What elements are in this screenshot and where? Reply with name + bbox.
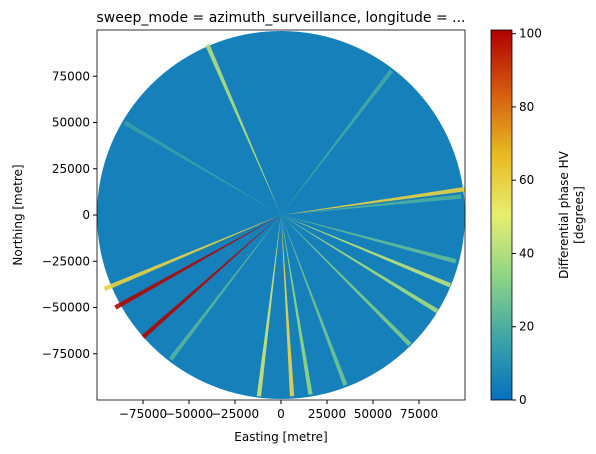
radar-ray [281, 215, 452, 288]
x-tick-label: 75000 [400, 407, 438, 421]
radar-ray [168, 215, 281, 361]
chart-title: sweep_mode = azimuth_surveillance, longi… [97, 10, 466, 26]
radar-ray [114, 215, 281, 310]
radar-ray [141, 215, 281, 339]
y-tick-label: 75000 [52, 69, 90, 83]
y-tick-label: −75000 [42, 347, 90, 361]
y-tick-label: 50000 [52, 116, 90, 130]
radar-ray [256, 215, 281, 397]
colorbar-tick-label: 0 [519, 393, 527, 407]
radar-ray [281, 215, 348, 386]
plot-area [97, 31, 465, 399]
radar-ray [281, 69, 394, 215]
radar-ray [205, 43, 281, 216]
x-tick-label: 25000 [308, 407, 346, 421]
x-tick-label: 0 [277, 407, 285, 421]
radar-ray [281, 215, 412, 347]
colorbar-label: [degrees] [572, 186, 586, 244]
radar-ray [281, 215, 457, 264]
colorbar-tick-label: 60 [519, 173, 534, 187]
y-tick-label: 25000 [52, 162, 90, 176]
x-tick-label: 50000 [354, 407, 392, 421]
y-tick-label: 0 [82, 208, 90, 222]
x-tick-label: −50000 [165, 407, 213, 421]
y-tick-label: −25000 [42, 254, 90, 268]
radar-ray [103, 215, 282, 292]
colorbar-tick-label: 100 [519, 27, 542, 41]
radar-ray [281, 186, 465, 215]
colorbar-tick-label: 40 [519, 246, 534, 260]
colorbar [490, 29, 513, 401]
radar-ray [123, 120, 281, 215]
radar-ray [281, 215, 313, 395]
colorbar-tick-label: 20 [519, 320, 534, 334]
colorbar-label: Differential phase HV [557, 150, 571, 278]
radar-ray [281, 215, 295, 397]
colorbar-tick-label: 80 [519, 100, 534, 114]
y-tick-label: −50000 [42, 301, 90, 315]
x-tick-label: −25000 [211, 407, 259, 421]
x-tick-label: −75000 [119, 407, 167, 421]
y-axis-label: Northing [metre] [11, 164, 25, 265]
radar-ray [281, 215, 439, 314]
radar-ray [281, 194, 462, 215]
x-axis-label: Easting [metre] [234, 430, 327, 444]
